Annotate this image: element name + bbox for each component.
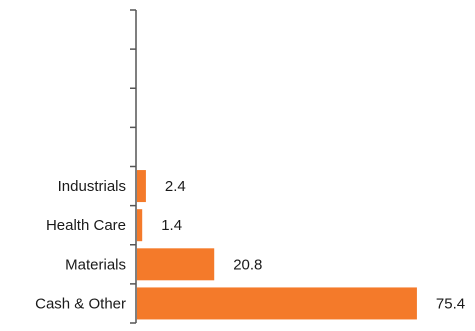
value-label: 1.4	[161, 217, 182, 234]
bar	[137, 248, 215, 281]
category-label: Health Care	[46, 217, 126, 234]
axis-layer	[130, 9, 137, 324]
value-label: 2.4	[165, 178, 186, 195]
value-label: 20.8	[233, 256, 262, 273]
bar	[137, 287, 417, 320]
category-label: Cash & Other	[35, 295, 126, 312]
bars-layer	[137, 170, 417, 320]
value-label: 75.4	[436, 295, 465, 312]
category-label: Industrials	[58, 178, 126, 195]
category-label: Materials	[65, 256, 126, 273]
labels-layer: Industrials 2.4 Health Care 1.4 Materials 20.…	[35, 178, 465, 312]
bar	[137, 209, 143, 242]
bar	[137, 170, 146, 203]
